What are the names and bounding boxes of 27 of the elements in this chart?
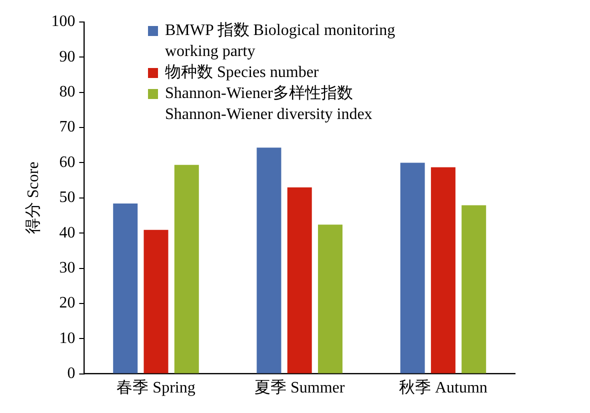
bar bbox=[113, 204, 138, 374]
bar bbox=[287, 187, 312, 374]
bar bbox=[462, 205, 486, 374]
x-tick-label: 秋季 Autumn bbox=[398, 378, 488, 397]
y-tick-label: 90 bbox=[59, 48, 76, 66]
x-tick-label: 夏季 Summer bbox=[254, 378, 346, 397]
legend-label: Shannon-Wiener多样性指数 Shannon-Wiener diversity index bbox=[165, 84, 374, 125]
y-tick-label: 50 bbox=[59, 189, 76, 206]
y-tick-label: 100 bbox=[51, 13, 76, 30]
y-tick-label: 60 bbox=[59, 154, 76, 171]
y-tick-label: 40 bbox=[59, 224, 76, 242]
y-tick-label: 0 bbox=[67, 365, 76, 382]
y-tick-label: 30 bbox=[59, 259, 76, 276]
legend-label: BMWP 指数 Biological monitoring working party bbox=[165, 21, 396, 62]
y-tick-label: 20 bbox=[59, 294, 76, 312]
y-axis-title: 得分 Score bbox=[24, 162, 42, 234]
y-tick-label: 70 bbox=[59, 118, 76, 136]
y-tick-label: 80 bbox=[59, 84, 76, 101]
bar bbox=[318, 224, 342, 374]
bar bbox=[174, 164, 199, 374]
bar bbox=[400, 162, 425, 374]
y-tick-label: 10 bbox=[59, 330, 76, 347]
bar bbox=[430, 167, 456, 374]
legend-label: 物种数 Species number bbox=[165, 62, 319, 83]
x-tick-label: 春季 Spring bbox=[116, 378, 196, 397]
bar bbox=[256, 148, 282, 374]
bar bbox=[144, 230, 168, 374]
